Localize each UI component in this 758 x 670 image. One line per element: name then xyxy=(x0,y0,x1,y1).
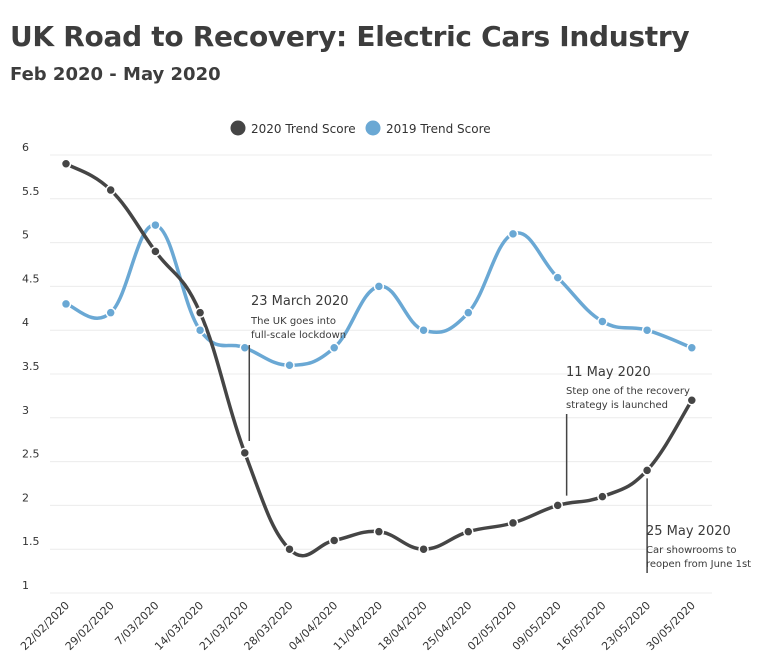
series-2020-point xyxy=(552,500,563,511)
series-points xyxy=(60,158,698,555)
y-tick-label: 2.5 xyxy=(22,448,40,461)
series-2019-point xyxy=(463,307,474,318)
y-tick-label: 3.5 xyxy=(22,360,40,373)
series-lines xyxy=(64,162,694,558)
y-tick-label: 4 xyxy=(22,316,29,329)
annotation-text: Car showrooms to xyxy=(646,545,737,556)
series-2020-point xyxy=(463,526,474,537)
series-2020-point xyxy=(373,526,385,537)
annotation-text: full-scale lockdown xyxy=(251,330,346,341)
annotations: 23 March 2020 The UK goes into full-scale … xyxy=(248,294,751,573)
series-2019-point xyxy=(239,342,251,353)
y-tick-label: 4.5 xyxy=(22,272,40,285)
legend-marker xyxy=(230,120,246,136)
series-2020-point xyxy=(328,535,340,546)
annotation-text: reopen from June 1st xyxy=(646,559,751,570)
y-tick-label: 1.5 xyxy=(22,535,40,548)
series-2020-point xyxy=(284,543,295,555)
series-2020-point xyxy=(239,447,251,459)
series-2020-point xyxy=(686,395,698,406)
series-2019-point xyxy=(641,324,653,336)
series-2019-point xyxy=(507,228,519,240)
annotation-title: 23 March 2020 xyxy=(251,294,349,309)
series-2020-point xyxy=(194,307,206,318)
annotation-text: Step one of the recovery xyxy=(566,386,690,397)
legend-label: 2019 Trend Score xyxy=(386,122,491,136)
x-axis: 22/02/202029/02/20207/03/202014/03/20202… xyxy=(18,599,698,653)
y-axis: 1 1.5 2 2.5 3 3.5 4 4.5 5 5.5 6 xyxy=(22,141,40,592)
gridlines xyxy=(50,154,712,594)
y-tick-label: 1 xyxy=(22,579,29,592)
y-tick-label: 2 xyxy=(22,491,29,504)
series-2019-point xyxy=(105,307,116,318)
series-2019-point xyxy=(418,324,429,336)
series-2020-point xyxy=(150,246,161,257)
y-tick-label: 5.5 xyxy=(22,185,40,198)
y-tick-label: 5 xyxy=(22,229,29,242)
legend-marker xyxy=(365,120,381,136)
y-tick-label: 3 xyxy=(22,404,29,417)
series-2020-point xyxy=(418,543,429,555)
legend-label: 2020 Trend Score xyxy=(251,122,356,136)
series-2019-point xyxy=(597,316,608,327)
series-2020-point xyxy=(597,491,608,502)
annotation-text: strategy is launched xyxy=(566,400,668,411)
annotation-title: 25 May 2020 xyxy=(646,524,731,539)
series-2020-point xyxy=(60,158,72,170)
series-2019-point xyxy=(373,281,385,292)
series-2020-point xyxy=(105,184,116,196)
annotation-title: 11 May 2020 xyxy=(566,365,651,380)
chart-title: UK Road to Recovery: Electric Cars Indus… xyxy=(10,20,690,53)
series-2019-point xyxy=(60,298,72,310)
series-2019-point xyxy=(194,324,206,336)
series-2019-point xyxy=(150,219,161,231)
series-2019-point xyxy=(686,342,698,353)
series-2019-point xyxy=(328,342,340,353)
series-2019-point xyxy=(552,272,563,283)
series-2019-line xyxy=(64,223,694,367)
annotation-text: The UK goes into xyxy=(250,316,336,327)
series-2020-point xyxy=(641,465,653,476)
series-2020-line xyxy=(64,162,694,558)
chart-subtitle: Feb 2020 - May 2020 xyxy=(10,64,221,85)
series-2020-point xyxy=(507,517,519,529)
legend: 2020 Trend Score 2019 Trend Score xyxy=(230,120,491,136)
y-tick-label: 6 xyxy=(22,141,29,154)
series-2019-point xyxy=(284,359,295,371)
